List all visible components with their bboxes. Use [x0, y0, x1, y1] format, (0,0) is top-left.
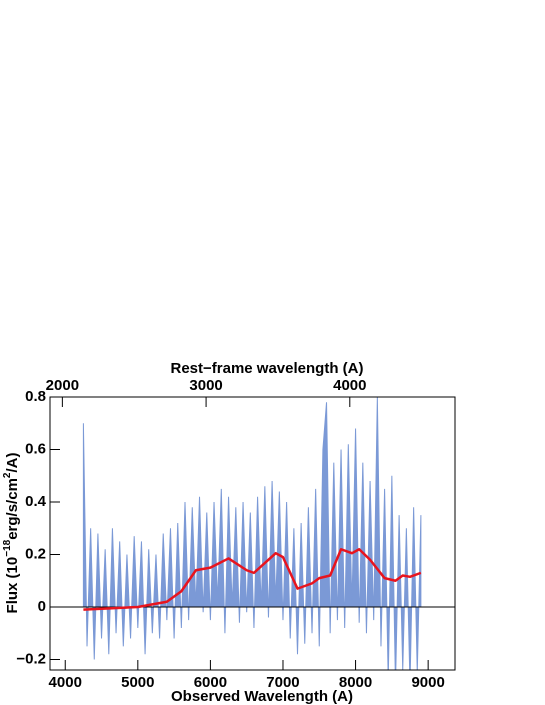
smoothed-line [83, 548, 422, 611]
x2-tick-label: 2000 [46, 377, 79, 394]
x-tick-label: 7000 [266, 674, 299, 691]
x2-tick-label: 4000 [333, 377, 366, 394]
y-tick-label: −0.2 [16, 650, 46, 667]
y-label-part: erg/s/cm [4, 478, 21, 540]
y-tick-label: 0.2 [25, 545, 46, 562]
plot-frame [49, 396, 456, 671]
x-tick-label: 8000 [339, 674, 372, 691]
y-label-exp: −18 [2, 539, 13, 556]
y-tick-label: 0.8 [25, 388, 46, 405]
x-tick-label: 6000 [194, 674, 227, 691]
plot-area [50, 397, 455, 670]
x2-tick-label: 3000 [189, 377, 222, 394]
y-label-part: Flux (10 [4, 557, 21, 614]
y-tick-label: 0 [38, 598, 46, 615]
spectrum-area [82, 397, 422, 670]
x-tick-label: 5000 [121, 674, 154, 691]
x-tick-label: 4000 [49, 674, 82, 691]
x-axis-label: Observed Wavelength (A) [171, 688, 353, 705]
y-label-exp: 2 [2, 472, 13, 478]
x-tick-label: 9000 [411, 674, 444, 691]
y-axis-label: Flux (10−18erg/s/cm2/A) [2, 453, 21, 614]
y-tick-label: 0.6 [25, 440, 46, 457]
x2-axis-label: Rest−frame wavelength (A) [171, 360, 364, 377]
y-tick-label: 0.4 [25, 493, 47, 510]
y-label-part: /A) [4, 453, 21, 473]
